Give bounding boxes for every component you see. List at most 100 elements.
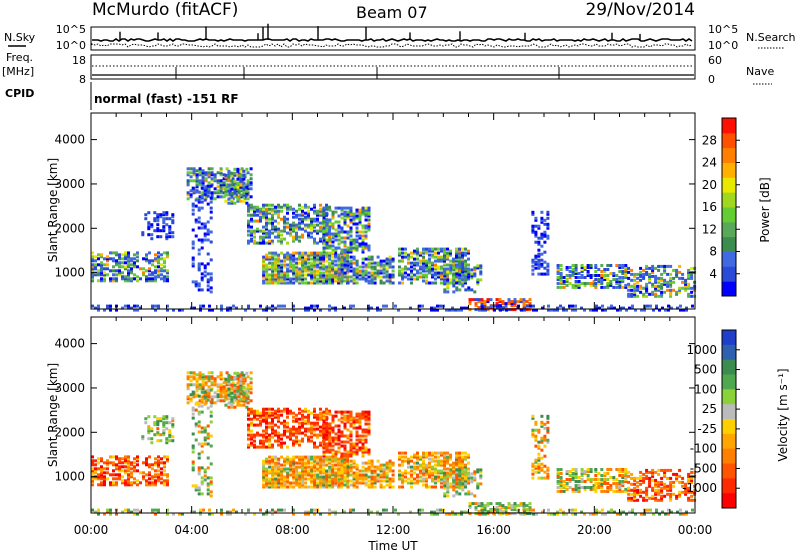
power-cell — [233, 181, 237, 185]
power-cell — [197, 282, 201, 286]
velocity-cell — [124, 469, 127, 473]
velocity-cell — [262, 435, 265, 439]
velocity-cell — [262, 417, 265, 421]
velocity-cell — [112, 473, 115, 477]
power-cell — [280, 229, 283, 233]
power-cell — [645, 288, 649, 292]
power-cell — [249, 187, 253, 191]
power-cell — [531, 260, 535, 264]
velocity-cell — [118, 475, 121, 479]
power-cell — [589, 274, 593, 277]
power-cell — [298, 273, 302, 277]
velocity-cell — [304, 433, 307, 437]
power-cell — [603, 278, 607, 281]
power-cell — [430, 308, 433, 312]
power-cell — [328, 229, 331, 233]
power-cell — [100, 261, 103, 265]
velocity-cell — [250, 409, 253, 413]
power-cell — [130, 259, 133, 263]
power-cell — [157, 304, 160, 308]
power-cell — [603, 285, 607, 289]
power-cell — [337, 220, 341, 224]
velocity-cell — [224, 395, 228, 399]
power-cell — [418, 304, 421, 308]
power-cell — [446, 281, 449, 285]
power-cell — [295, 227, 298, 231]
power-cell — [434, 273, 437, 277]
velocity-cell — [355, 442, 359, 446]
power-cell — [157, 273, 160, 277]
velocity-cell — [245, 405, 249, 409]
velocity-cell — [304, 469, 308, 473]
velocity-cell — [352, 459, 356, 463]
power-cell — [349, 304, 352, 308]
power-cell — [292, 259, 296, 263]
power-cell — [349, 240, 353, 244]
velocity-cell — [225, 389, 229, 393]
velocity-cell — [483, 510, 487, 514]
velocity-cell — [127, 461, 130, 465]
power-cell — [286, 221, 289, 225]
velocity-cell — [534, 460, 538, 464]
power-cell — [455, 253, 458, 257]
power-cell — [364, 212, 368, 216]
power-cell — [219, 179, 223, 183]
power-cell — [349, 230, 353, 234]
velocity-cell — [145, 479, 148, 483]
velocity-cell — [213, 383, 217, 387]
velocity-cell — [316, 435, 319, 439]
power-cell — [407, 277, 410, 281]
power-cell — [328, 238, 332, 242]
velocity-cell — [201, 385, 205, 389]
power-cell — [479, 272, 483, 276]
power-cell — [657, 284, 661, 288]
power-cell — [543, 250, 547, 254]
velocity-cell — [316, 469, 320, 473]
power-cell — [358, 269, 362, 273]
power-cell — [194, 190, 198, 194]
power-cell — [355, 271, 359, 275]
power-cell — [618, 264, 622, 267]
velocity-cell — [367, 412, 371, 416]
power-cell — [340, 250, 344, 254]
power-cell — [301, 235, 304, 239]
power-cell — [510, 300, 514, 304]
velocity-cell — [458, 468, 462, 472]
power-cell — [301, 273, 305, 277]
velocity-cell — [319, 485, 323, 489]
power-cell — [163, 257, 166, 261]
power-cell — [565, 283, 569, 287]
velocity-cell — [246, 401, 250, 405]
power-cell — [416, 257, 419, 261]
power-cell — [639, 272, 643, 276]
power-cell — [295, 257, 299, 261]
power-cell — [546, 224, 550, 228]
velocity-cell — [100, 473, 103, 477]
velocity-cell — [222, 395, 226, 399]
velocity-cell — [425, 479, 428, 483]
power-cell — [690, 272, 694, 276]
power-cell — [340, 236, 344, 240]
power-cell — [310, 273, 314, 277]
velocity-cell — [153, 421, 157, 425]
velocity-cell — [473, 478, 477, 482]
power-cell — [124, 265, 127, 269]
velocity-cell — [230, 391, 234, 395]
velocity-cell — [449, 485, 452, 489]
power-cell — [106, 306, 109, 310]
power-cell — [364, 271, 368, 275]
velocity-cell — [322, 446, 326, 450]
power-cell — [295, 209, 298, 213]
power-cell — [556, 270, 560, 273]
power-cell — [340, 216, 344, 220]
velocity-cell — [280, 475, 284, 479]
velocity-cell — [322, 459, 326, 463]
power-cell — [376, 261, 380, 265]
velocity-cell — [130, 481, 133, 485]
power-cell — [630, 294, 634, 298]
velocity-cell — [118, 465, 121, 469]
velocity-cell — [337, 410, 341, 414]
power-cell — [280, 205, 283, 209]
velocity-cell — [346, 483, 350, 487]
power-cell — [244, 308, 247, 312]
